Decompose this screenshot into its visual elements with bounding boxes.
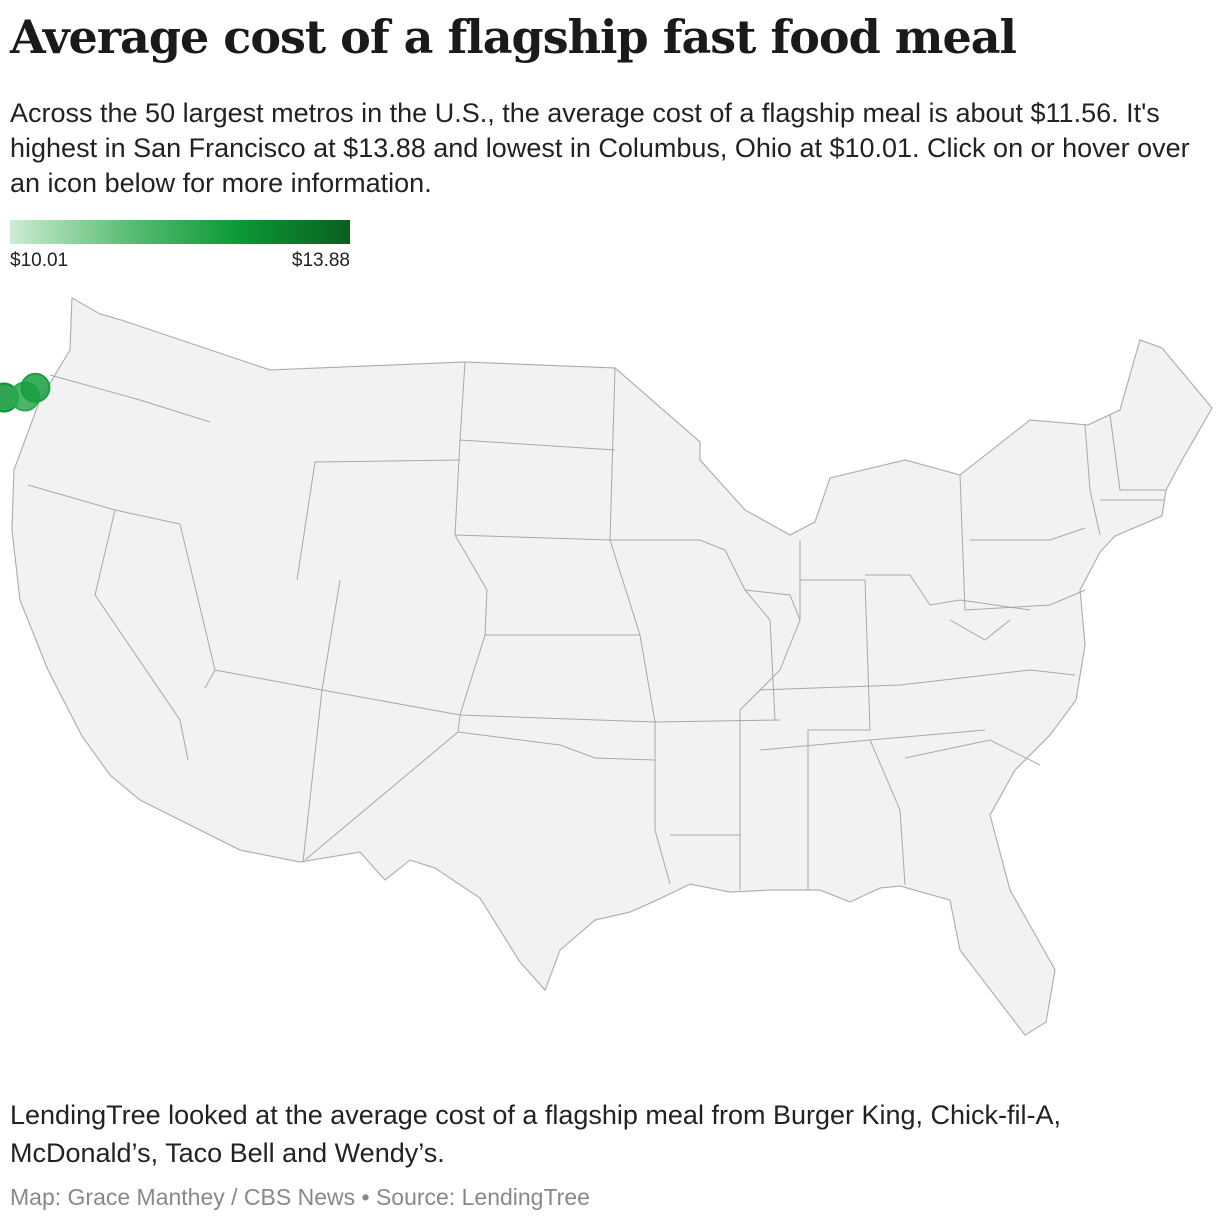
metro-markers [0,372,51,413]
state-borders [11,297,1213,1036]
legend-max-label: $13.88 [291,250,350,271]
source-credit: Map: Grace Manthey / CBS News • Source: … [10,1184,590,1210]
map-title: Average cost of a flagship fast food mea… [10,10,1017,64]
us-map [0,297,1213,1036]
map-subtitle: Across the 50 largest metros in the U.S.… [10,98,1190,198]
map-land [11,297,1213,1036]
color-legend: $10.01 $13.88 [10,220,350,271]
legend-min-label: $10.01 [10,250,69,271]
us-outline [11,297,1213,1036]
legend-gradient-bar [10,220,350,244]
methodology-note: LendingTree looked at the average cost o… [10,1100,1062,1168]
metro-marker[interactable] [20,372,51,403]
